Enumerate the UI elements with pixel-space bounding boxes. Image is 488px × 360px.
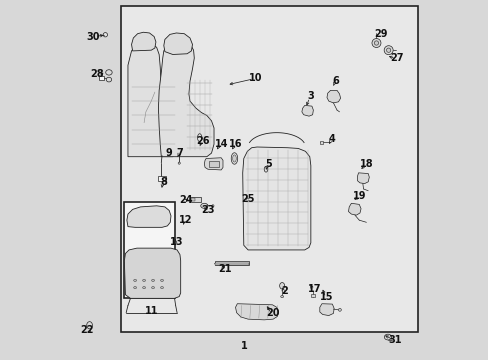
Polygon shape (128, 43, 180, 157)
Polygon shape (126, 206, 171, 227)
Text: 7: 7 (176, 148, 183, 158)
Ellipse shape (142, 279, 145, 282)
Text: 17: 17 (307, 284, 321, 294)
Ellipse shape (231, 153, 237, 164)
Text: 9: 9 (165, 148, 172, 158)
Bar (208, 161, 219, 167)
Text: 14: 14 (214, 139, 227, 149)
Ellipse shape (201, 203, 207, 208)
Ellipse shape (371, 39, 380, 48)
Polygon shape (357, 173, 368, 184)
Ellipse shape (338, 309, 341, 311)
Ellipse shape (386, 48, 390, 52)
Text: 4: 4 (328, 134, 335, 144)
Text: 1: 1 (241, 341, 247, 351)
Ellipse shape (86, 321, 92, 329)
Ellipse shape (142, 287, 145, 289)
Ellipse shape (384, 46, 392, 55)
Text: 12: 12 (178, 215, 192, 225)
Ellipse shape (279, 283, 284, 289)
Text: 25: 25 (241, 194, 254, 204)
Text: 24: 24 (179, 195, 193, 205)
Ellipse shape (373, 41, 378, 45)
Ellipse shape (264, 166, 267, 172)
Text: 15: 15 (320, 292, 333, 302)
Polygon shape (235, 304, 278, 320)
Ellipse shape (151, 287, 154, 289)
Text: 31: 31 (387, 334, 401, 345)
Text: 11: 11 (144, 306, 158, 316)
Ellipse shape (197, 134, 202, 141)
Text: 20: 20 (266, 309, 279, 318)
Text: 13: 13 (169, 237, 183, 247)
Ellipse shape (160, 279, 163, 282)
Polygon shape (163, 33, 192, 54)
Bar (121, 6, 418, 332)
Polygon shape (326, 90, 340, 103)
Polygon shape (301, 105, 313, 116)
Text: 2: 2 (281, 286, 287, 296)
Ellipse shape (384, 334, 391, 340)
Ellipse shape (160, 287, 163, 289)
Text: 29: 29 (374, 29, 387, 39)
Ellipse shape (280, 296, 283, 298)
Bar (124, 202, 174, 298)
Polygon shape (242, 147, 310, 250)
Ellipse shape (133, 279, 136, 282)
Ellipse shape (105, 70, 112, 75)
Ellipse shape (151, 279, 154, 282)
Bar (158, 176, 165, 181)
Polygon shape (348, 203, 360, 215)
Text: 10: 10 (248, 73, 262, 83)
Bar (99, 76, 103, 80)
Ellipse shape (133, 287, 136, 289)
Ellipse shape (232, 155, 236, 162)
Polygon shape (319, 304, 333, 316)
Bar (215, 261, 249, 265)
Text: 27: 27 (389, 53, 403, 63)
Text: 16: 16 (228, 139, 242, 149)
Bar (310, 294, 314, 297)
Bar (319, 140, 322, 144)
Ellipse shape (211, 205, 214, 207)
Polygon shape (204, 158, 223, 170)
Ellipse shape (103, 33, 107, 37)
Polygon shape (124, 248, 180, 298)
Text: 22: 22 (80, 325, 93, 335)
Bar (215, 263, 249, 265)
Text: 23: 23 (201, 206, 214, 216)
Text: 26: 26 (195, 136, 209, 146)
Text: 19: 19 (352, 191, 365, 201)
Text: 28: 28 (90, 69, 103, 79)
Text: 21: 21 (218, 264, 231, 274)
Text: 3: 3 (307, 91, 314, 101)
Polygon shape (131, 32, 156, 51)
Text: 6: 6 (332, 76, 339, 86)
Text: 5: 5 (264, 159, 271, 169)
Text: 18: 18 (359, 159, 372, 169)
Ellipse shape (106, 77, 111, 82)
Text: 8: 8 (160, 177, 167, 187)
Ellipse shape (178, 162, 180, 164)
Bar (191, 198, 195, 201)
Text: 30: 30 (86, 32, 100, 41)
Polygon shape (158, 41, 214, 157)
Bar (190, 197, 201, 202)
